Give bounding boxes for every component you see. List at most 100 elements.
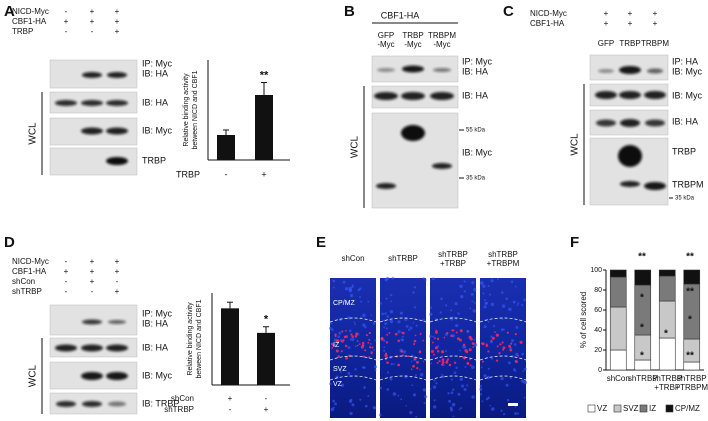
nucleus [487,375,491,380]
x-row-sign: - [229,405,232,414]
nucleus [338,331,342,335]
blot-label: IP: Myc [462,56,493,66]
nucleus [429,312,433,316]
nucleus [367,395,370,397]
labeled-cell [441,361,445,364]
nucleus [347,346,351,350]
x-tick-label: - [225,169,228,179]
x-tick-label: shTRBP [652,374,682,383]
labeled-cell [446,331,449,335]
layer-label: SVZ [333,366,347,373]
nucleus [390,300,393,303]
nucleus [340,383,345,387]
nucleus [349,338,352,341]
labeled-cell [459,329,463,333]
nucleus [332,286,335,289]
nucleus [491,407,495,411]
labeled-cell [380,337,384,341]
labeled-cell [446,359,449,362]
nucleus [351,337,355,342]
labeled-cell [418,350,422,354]
layer-label: IZ [333,342,340,349]
labeled-cell [485,344,489,348]
band [82,401,102,407]
nucleus [470,292,474,296]
band [618,145,642,167]
nucleus [487,321,490,323]
nucleus [453,371,457,375]
boundary [429,355,477,361]
nucleus [463,387,467,391]
labeled-cell [494,331,496,333]
band [56,401,76,407]
labeled-cell [345,356,349,360]
nucleus [359,398,362,401]
condition-label: +TRBP [440,259,466,268]
bar-segment [634,269,652,286]
nucleus [459,284,463,289]
blot-label: IB: Myc [672,66,703,76]
labeled-cell [481,360,484,363]
y-tick-label: 0 [598,367,602,374]
nucleus [383,346,386,349]
nucleus [351,403,355,407]
labeled-cell [487,350,490,353]
nucleus [419,368,421,371]
labeled-cell [334,335,337,337]
panel-label: B [344,3,355,20]
nucleus [450,391,454,395]
nucleus [485,397,489,401]
x-tick-label: shCon [607,374,630,383]
nucleus [405,405,408,407]
scale-bar [508,403,518,406]
nucleus [360,300,363,303]
treatment-name: NICD-Myc [530,9,567,18]
nucleus [359,316,362,319]
x-row-sign: - [265,394,268,403]
nucleus [351,285,354,289]
labeled-cell [506,331,509,334]
band [432,163,452,169]
x-row-name: shCon [171,394,194,403]
nucleus [452,415,455,418]
bar [257,332,275,385]
nucleus [487,285,490,288]
labeled-cell [519,340,523,344]
condition-label: shCon [341,254,364,263]
nucleus [386,315,389,318]
labeled-cell [345,329,347,332]
x-tick-label: shTRBP [628,374,658,383]
y-axis-label: Relative binding activity [187,302,194,376]
nucleus [457,392,461,396]
band [596,119,616,127]
treatment-sign: + [64,17,69,26]
nucleus [332,399,336,403]
band [106,157,128,165]
labeled-cell [362,355,365,358]
labeled-cell [434,337,436,340]
nucleus [333,343,337,347]
marker-label: 35 kDa [675,196,695,202]
labeled-cell [386,361,389,365]
nucleus [448,399,451,403]
band [106,100,128,106]
nucleus [430,362,433,365]
nucleus [502,413,506,416]
labeled-cell [330,342,334,346]
band [106,344,128,352]
nucleus [420,373,424,377]
nucleus [473,301,476,304]
nucleus [332,279,336,283]
labeled-cell [367,341,370,344]
nucleus [334,402,337,406]
treatment-sign: - [65,7,68,16]
labeled-cell [351,335,354,338]
nucleus [409,410,413,415]
labeled-cell [368,338,371,341]
nucleus [384,278,388,282]
nucleus [513,343,517,346]
nucleus [516,304,519,307]
nucleus [354,323,357,326]
nucleus [410,354,414,358]
labeled-cell [336,339,340,343]
